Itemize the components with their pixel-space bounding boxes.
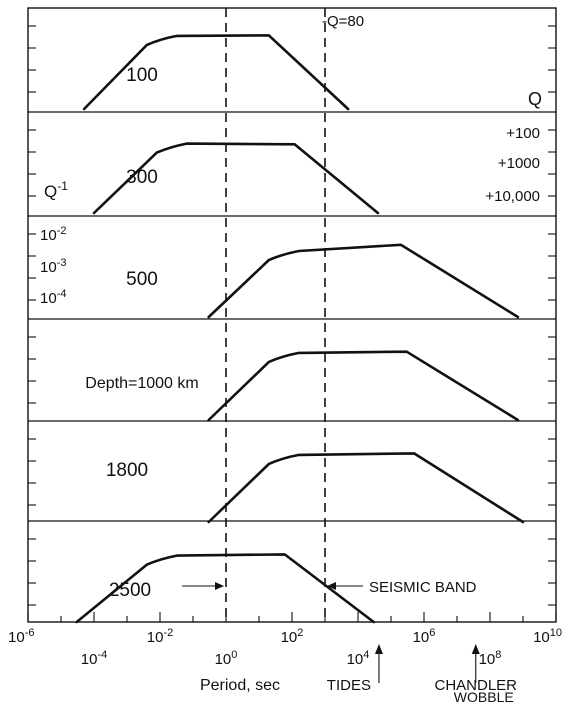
seismic-band-lines [225,8,326,622]
depth-label: 300 [126,167,158,188]
q80-annotation: -Q=80 [322,13,364,30]
tides-arrowhead [374,644,383,654]
x-tick-label: 10-4 [81,649,107,668]
depth-label: 100 [126,65,158,86]
chandler-label: CHANDLER [434,677,517,694]
attenuation-curve-5 [207,452,525,524]
band-right-arrowhead [327,582,336,590]
tides-label: TIDES [327,677,371,694]
x-tick-label: 106 [413,627,436,646]
x-tick-label: 10-2 [147,627,173,646]
plot-frame [27,7,557,623]
depth-label: 500 [126,269,158,290]
attenuation-curve-6 [75,553,375,624]
x-tick-label: 108 [479,649,502,668]
depth-label: Depth=1000 km [85,375,198,392]
q-tick-label: +1000 [498,155,540,172]
x-axis-title: Period, sec [200,677,280,694]
x-tick-label: 100 [215,649,238,668]
attenuation-curve-3 [207,243,520,319]
inverse-q-tick-label: 10-4 [40,288,66,307]
x-tick-label: 10-6 [8,627,34,646]
panel-labels: 100 300 500 Depth=1000 km 1800 2500 -Q=80 [85,13,364,601]
y-axis-ticks: Q +100 +1000 +10,000 Q-1 10-2 10-3 10-4 [40,89,542,307]
curves [75,34,525,624]
q-tick-label: +100 [506,125,540,142]
x-tick-label: 1010 [533,627,562,646]
q-axis-label: Q [528,89,542,109]
inverse-q-label: Q-1 [44,179,68,201]
inverse-q-tick-label: 10-3 [40,257,66,276]
x-tick-label: 102 [281,627,304,646]
inverse-q-tick-label: 10-2 [40,225,66,244]
q-tick-label: +10,000 [485,188,540,205]
chandler-arrowhead [471,644,480,654]
band-left-arrowhead [215,582,224,590]
panels [27,7,557,623]
x-tick-label: 104 [347,649,370,668]
wobble-label: WOBBLE [454,689,514,704]
depth-label: 2500 [109,580,151,601]
attenuation-curve-2 [92,142,380,215]
seismic-band-label: SEISMIC BAND [369,579,477,596]
x-axis: 10-6 10-4 10-2 100 102 104 106 108 1010 Period, s… [8,612,562,694]
depth-label: 1800 [106,460,148,481]
attenuation-curve-1 [82,34,350,111]
attenuation-curve-4 [207,350,520,422]
